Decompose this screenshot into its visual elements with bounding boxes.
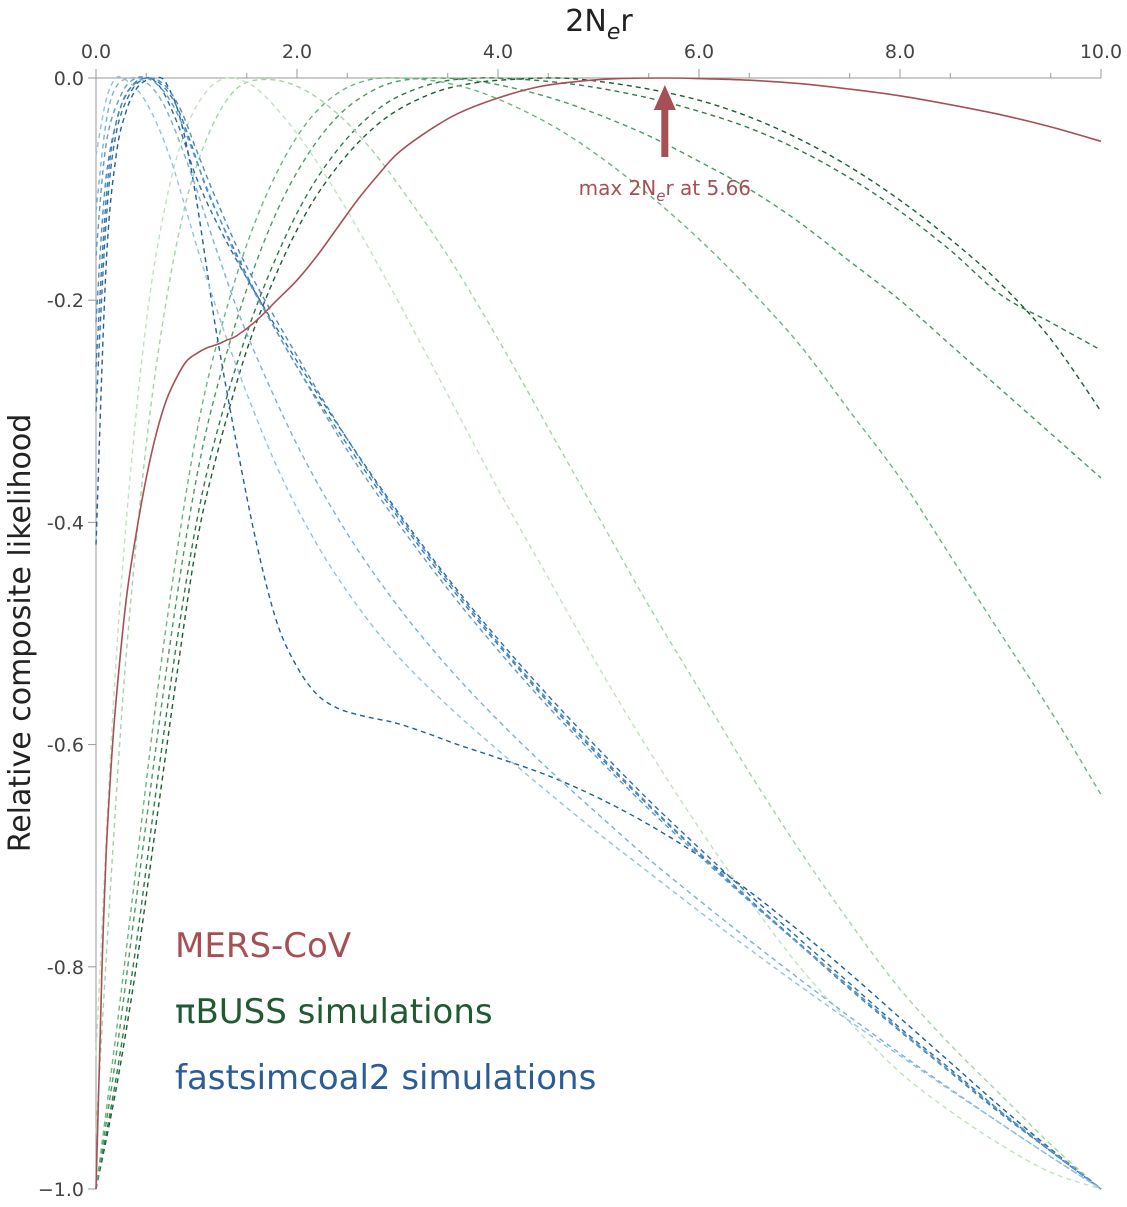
- annotation-suffix: r at 5.66: [665, 176, 751, 200]
- series-line-fastsimcoal2: [95, 76, 1102, 1190]
- series-line-mers-cov: [95, 77, 1102, 1190]
- series-line-pibuss: [95, 77, 1102, 1190]
- annotation-group: max 2Ner at 5.66: [579, 85, 751, 205]
- series-line-pibuss: [95, 76, 1102, 1190]
- x-tick-label: 10.0: [1080, 41, 1122, 63]
- y-axis-title: Relative composite likelihood: [3, 414, 38, 853]
- x-axis-title: 2Ner: [565, 4, 633, 45]
- y-tick-label: −1.0: [38, 1179, 84, 1201]
- series-line-fastsimcoal2: [95, 77, 1102, 1190]
- axes-group: 0.0 2.0 4.0 6.0 8.0 10.0 0.0 -0.2 -0.4 -0.6 -0.8 −1…: [38, 41, 1122, 1201]
- max-annotation-label: max 2Ner at 5.66: [579, 176, 751, 205]
- y-tick-label: -0.8: [47, 957, 84, 979]
- y-tick-label: -0.2: [47, 290, 84, 312]
- legend: MERS-CoV πBUSS simulations fastsimcoal2 si…: [175, 926, 596, 1098]
- series-group: [95, 75, 1102, 1190]
- legend-entry: MERS-CoV: [175, 926, 351, 966]
- y-tick-label: -0.6: [47, 735, 84, 757]
- annotation-prefix: max 2N: [579, 176, 657, 200]
- legend-entry: fastsimcoal2 simulations: [175, 1058, 596, 1098]
- series-line-pibuss: [95, 77, 1102, 1190]
- series-line-pibuss: [95, 78, 1102, 1190]
- y-tick-label: -0.4: [47, 512, 84, 534]
- x-tick-label: 4.0: [483, 41, 513, 63]
- max-arrow-head: [653, 85, 676, 110]
- x-tick-label: 6.0: [684, 41, 714, 63]
- series-line-pibuss: [95, 77, 1102, 1190]
- x-tick-label: 2.0: [282, 41, 312, 63]
- y-tick-label: 0.0: [54, 68, 84, 90]
- series-line-fastsimcoal2: [95, 77, 1102, 1190]
- series-line-fastsimcoal2: [95, 75, 1102, 1190]
- x-tick-label: 8.0: [885, 41, 915, 63]
- legend-entry: πBUSS simulations: [175, 992, 493, 1032]
- annotation-sub: e: [656, 187, 665, 205]
- x-tick-label: 0.0: [81, 41, 111, 63]
